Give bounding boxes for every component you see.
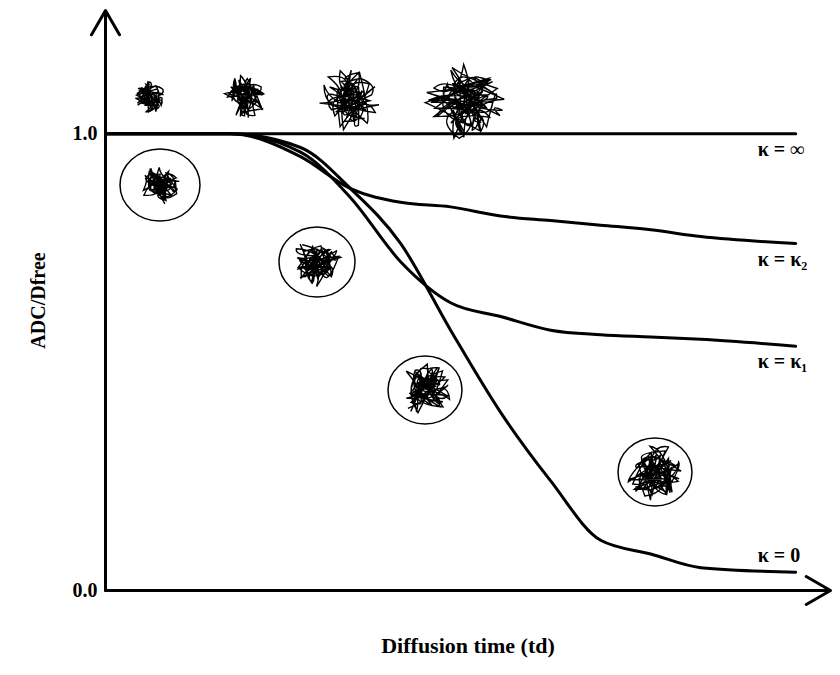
svg-text:κ = ∞: κ = ∞	[758, 138, 805, 160]
svg-text:0.0: 0.0	[73, 579, 98, 601]
svg-text:1.0: 1.0	[73, 122, 98, 144]
svg-text:κ = κ₂: κ = κ₂	[758, 248, 808, 270]
svg-text:Diffusion time (td): Diffusion time (td)	[381, 633, 555, 658]
svg-text:ADC/Dfree: ADC/Dfree	[27, 252, 49, 348]
svg-text:κ = κ₁: κ = κ₁	[758, 350, 808, 372]
svg-text:κ = 0: κ = 0	[758, 544, 801, 566]
